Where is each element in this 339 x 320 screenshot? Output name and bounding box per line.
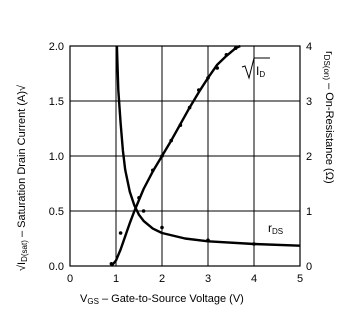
x-tick-label: 4 — [251, 273, 257, 285]
x-tick-label: 3 — [205, 273, 211, 285]
rds-measured-point — [141, 209, 146, 213]
right-y-tick-labels: 0 1 2 3 4 — [306, 41, 312, 273]
sqrt-symbol-annotation — [241, 57, 270, 80]
right-y-tick-label: 1 — [306, 206, 312, 218]
left-y-tick-labels: 0.0 0.5 1.0 1.5 2.0 — [49, 41, 64, 273]
rds-label: rDS — [268, 221, 283, 236]
right-y-tick-label: 3 — [306, 96, 312, 108]
sqrt-id-label: ID — [256, 64, 265, 79]
sqrt-id-measured-point — [197, 88, 201, 92]
sqrt-id-measured-point — [233, 46, 238, 50]
sqrt-id-measured-point — [160, 154, 164, 158]
rds-measured-point — [252, 242, 256, 246]
rds-measured-point — [206, 238, 210, 242]
gridlines — [70, 46, 300, 266]
left-y-tick-label: 1.5 — [49, 96, 64, 108]
x-tick-labels: 0 1 2 3 4 5 — [67, 273, 303, 285]
sqrt-id-measured-point — [109, 262, 114, 266]
svg-text:rDS(on) – On-Resistance (Ω): rDS(on) – On-Resistance (Ω) — [322, 51, 335, 184]
sqrt-id-measured-point — [169, 138, 173, 143]
sqrt-id-measured-point — [187, 105, 192, 110]
rds-measured-point — [160, 225, 164, 230]
x-tick-label: 2 — [159, 273, 165, 285]
right-y-axis-label: rDS(on) – On-Resistance (Ω) — [322, 51, 335, 184]
sqrt-id-measured-point — [215, 66, 219, 70]
x-axis-label: VGS – Gate-to-Source Voltage (V) — [80, 293, 244, 306]
left-y-tick-label: 2.0 — [49, 41, 64, 53]
sqrt-id-annotation: ID — [241, 57, 270, 80]
svg-text:√ID(sat) – Saturation Drain Cu: √ID(sat) – Saturation Drain Current (A)√ — [16, 84, 29, 271]
right-y-tick-label: 4 — [306, 41, 312, 53]
sqrt-id-measured-point — [178, 123, 183, 127]
sqrt-id-measured-point — [137, 196, 141, 200]
sqrt-id-measured-point — [224, 53, 229, 57]
sqrt-id-measured-point — [118, 231, 123, 235]
left-y-axis-label: √ID(sat) – Saturation Drain Current (A)√ — [16, 84, 29, 271]
sqrt-id-measured-point — [206, 76, 210, 80]
x-tick-label: 5 — [297, 273, 303, 285]
right-y-tick-label: 0 — [306, 261, 312, 273]
left-y-tick-label: 0.5 — [49, 206, 64, 218]
right-y-tick-label: 2 — [306, 151, 312, 163]
left-y-tick-label: 1.0 — [49, 151, 64, 163]
rds-series-line — [115, 45, 301, 247]
x-tick-label: 0 — [67, 273, 73, 285]
x-tick-label: 1 — [113, 273, 119, 285]
series-group — [109, 44, 301, 267]
left-y-tick-label: 0.0 — [49, 261, 64, 273]
sqrt-id-measured-point — [151, 168, 155, 173]
